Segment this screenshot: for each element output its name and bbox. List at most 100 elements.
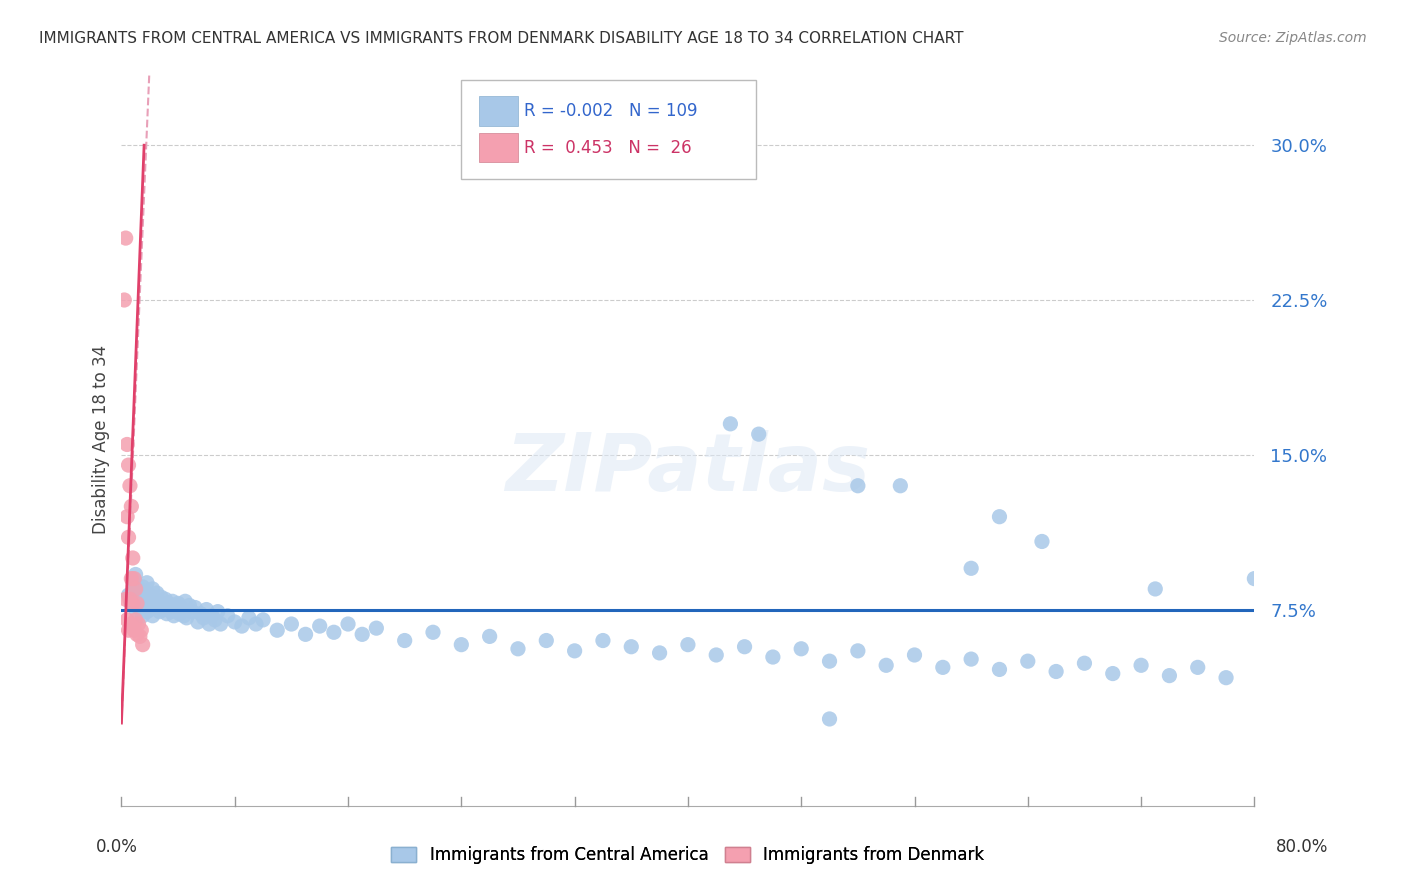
Point [478,629,501,643]
Point [718,417,741,431]
Point [148,594,170,608]
Point [231,619,253,633]
Point [112,293,135,307]
Point [1144,582,1167,596]
Point [136,605,159,619]
Point [153,602,176,616]
Point [138,596,160,610]
Text: IMMIGRANTS FROM CENTRAL AMERICA VS IMMIGRANTS FROM DENMARK DISABILITY AGE 18 TO : IMMIGRANTS FROM CENTRAL AMERICA VS IMMIG… [39,31,965,46]
Point [564,644,586,658]
Point [131,638,153,652]
Point [818,654,841,668]
Point [620,640,643,654]
Point [676,638,699,652]
Point [195,602,218,616]
Point [352,627,374,641]
Point [198,617,221,632]
Point [118,592,141,607]
Point [120,500,142,514]
Point [127,600,149,615]
Text: Source: ZipAtlas.com: Source: ZipAtlas.com [1219,31,1367,45]
Point [121,551,143,566]
Point [903,648,925,662]
Point [141,594,163,608]
Point [132,599,155,613]
Point [124,613,146,627]
Point [280,617,302,632]
Point [139,588,162,602]
Point [224,615,246,629]
Point [846,479,869,493]
Point [748,427,770,442]
FancyBboxPatch shape [461,80,756,179]
Point [201,608,224,623]
Point [1215,671,1237,685]
Point [1130,658,1153,673]
Point [266,624,288,638]
Point [131,580,153,594]
Point [179,599,201,613]
Point [124,602,146,616]
Point [120,596,142,610]
Point [174,594,197,608]
Point [124,582,146,596]
Point [1045,665,1067,679]
Point [238,611,260,625]
Point [172,605,194,619]
Point [209,617,232,632]
Point [120,572,142,586]
Point [115,509,138,524]
Point [155,592,177,607]
Point [129,624,152,638]
Point [337,617,360,632]
Point [117,588,139,602]
Point [734,640,756,654]
Point [146,600,169,615]
Point [1073,657,1095,671]
Point [120,617,142,632]
Point [142,608,165,623]
Point [122,582,145,596]
Point [145,599,167,613]
Point [127,592,149,607]
Y-axis label: Disability Age 18 to 34: Disability Age 18 to 34 [93,344,110,534]
Point [322,625,344,640]
Point [170,600,193,615]
Point [1243,572,1265,586]
Point [157,596,180,610]
Point [149,605,172,619]
Point [121,572,143,586]
Point [1101,666,1123,681]
Point [245,617,267,632]
Point [704,648,727,662]
Point [366,621,388,635]
Point [159,600,181,615]
Point [204,613,226,627]
Point [117,530,139,544]
Point [139,602,162,616]
Point [121,596,143,610]
Point [115,613,138,627]
Point [128,629,150,643]
Point [132,584,155,599]
Point [125,627,148,641]
Point [122,572,145,586]
Point [129,594,152,608]
Point [875,658,897,673]
FancyBboxPatch shape [479,96,517,126]
Point [169,607,191,621]
Point [114,592,136,607]
Point [150,590,173,604]
Point [1187,660,1209,674]
Point [114,231,136,245]
Point [181,605,204,619]
Point [142,582,165,596]
Point [176,611,198,625]
Point [889,479,911,493]
Point [988,509,1011,524]
Text: ZIPatlas: ZIPatlas [505,430,870,508]
Point [173,608,195,623]
Point [207,605,229,619]
Point [960,561,983,575]
Point [1031,534,1053,549]
